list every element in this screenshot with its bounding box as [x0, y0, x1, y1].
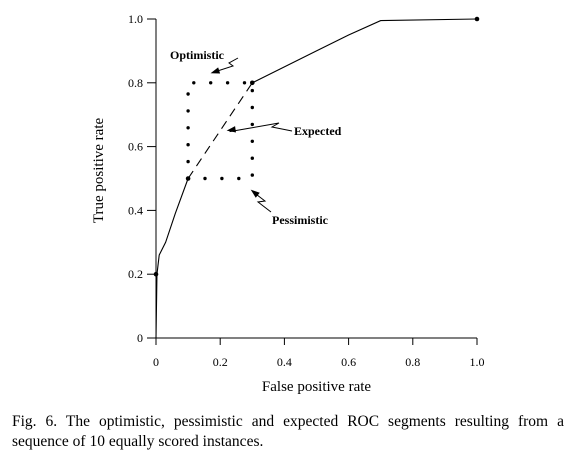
figure-caption: Fig. 6. The optimistic, pessimistic and …: [12, 413, 564, 450]
annotation-arrowhead-expected: [226, 126, 236, 133]
y-tick-label: 0.4: [128, 203, 143, 217]
x-tick-label: 1.0: [470, 355, 485, 369]
roc-series-dashed-1: [187, 82, 253, 179]
y-tick-label: 1.0: [128, 12, 143, 26]
roc-point: [153, 271, 159, 277]
annotation-leader-optimistic: [213, 57, 239, 73]
x-axis-title: False positive rate: [262, 379, 371, 395]
roc-series-solid-2: [252, 18, 478, 84]
x-tick-label: 0.6: [341, 355, 356, 369]
y-tick-label: 0.6: [128, 140, 143, 154]
y-axis-title: True positive rate: [91, 118, 107, 224]
x-tick-label: 0.4: [277, 355, 292, 369]
y-tick-label: 0.8: [128, 76, 143, 90]
annotation-arrowhead-pessimistic: [250, 189, 260, 198]
annotation-leader-expected: [229, 122, 293, 133]
annotation-expected: Expected: [294, 124, 342, 138]
annotation-pessimistic: Pessimistic: [272, 213, 329, 227]
annotation-leader-pessimistic: [252, 191, 272, 213]
roc-point: [250, 80, 255, 86]
roc-chart: 0 0.2 0.4 0.6 0.8 1.0 0 0.2 0.4 0.6 0.8 1.0 False po…: [91, 12, 485, 395]
x-tick-label: 0.8: [405, 355, 420, 369]
x-tick-label: 0.2: [213, 355, 228, 369]
y-tick-label: 0: [137, 331, 143, 345]
x-tick-label: 0: [153, 355, 159, 369]
roc-series-solid-0: [155, 178, 189, 339]
annotation-optimistic: Optimistic: [170, 48, 225, 62]
annotation-arrowhead-optimistic: [210, 67, 221, 74]
y-tick-label: 0.2: [128, 267, 143, 281]
roc-point: [474, 16, 480, 22]
roc-point: [185, 176, 191, 181]
